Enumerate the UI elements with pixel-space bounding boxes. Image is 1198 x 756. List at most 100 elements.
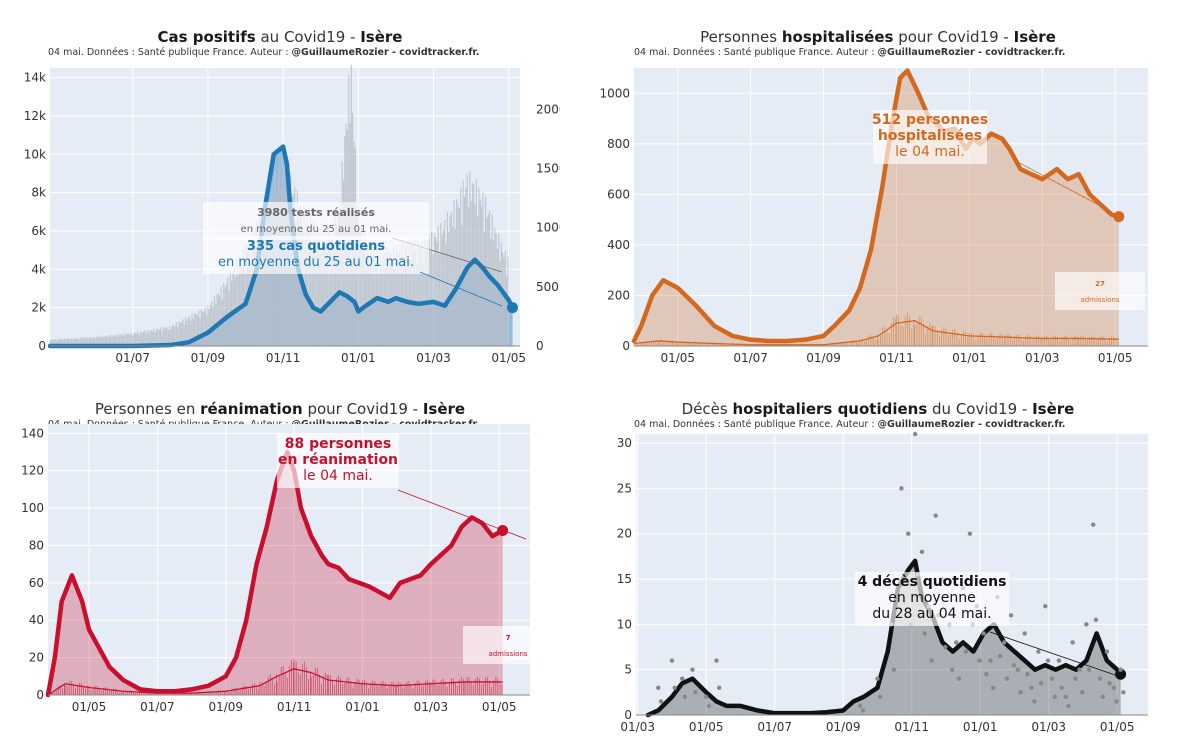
annotation-admissions-bg [1055,272,1145,310]
annotation-rea-line-3: le 04 mai. [303,468,373,484]
y-tick-label: 20 [29,651,44,665]
x-tick-label: 01/09 [806,351,841,365]
x-tick-label: 01/01 [341,351,376,365]
chart-hosp: 0 200 400 600 800 1000 01/05 01/07 01/09 01/11 01/… [599,68,1148,365]
x-tick-label: 01/09 [208,700,243,714]
y-tick-label: 6k [31,224,46,238]
y-tick-label: 60 [29,576,44,590]
death-point [1066,703,1071,709]
death-point [933,513,938,518]
death-point [680,676,685,681]
death-point [1038,681,1044,686]
y-tick-label: 20 [617,527,632,541]
annotation-cases-arrow [419,271,503,307]
death-point [1004,676,1010,681]
y-tick-label: 25 [617,481,632,495]
annotation-deces-arrow [989,631,1119,677]
area-fill [48,452,503,695]
death-point [1011,662,1016,668]
death-point [1059,685,1064,691]
death-point [988,658,993,663]
death-point [1018,690,1023,695]
annotation-rea-line-1: 88 personnes [285,436,392,452]
y-tick-label: 40 [29,613,44,627]
x-tick-label: 01/03 [1025,351,1060,365]
death-point [1086,667,1092,672]
death-point [1036,649,1041,654]
death-point [919,549,925,555]
series-line [645,558,1123,718]
y-tick-label: 0 [624,708,632,722]
death-point [1084,622,1089,627]
y2-tick-label: 0 [536,339,544,353]
y-tick-label: 8k [31,186,46,200]
death-point [1097,676,1103,681]
annotation-admissions-line-2: admissions [1080,296,1119,304]
death-point [669,658,675,663]
annotation-admissions-bg [463,626,553,664]
death-point [1114,699,1119,704]
y-tick-label: 12k [24,109,46,123]
y-tick-label: 0 [38,339,46,353]
chart-deces: 0 5 10 15 20 25 30 01/03 01/05 01/07 01/09 01/11 01/… [617,431,1148,734]
panel-title: Personnes en réanimation pour Covid19 - … [94,400,466,418]
y2-tick-label: 1500 [536,162,560,176]
area-fill [647,560,1121,715]
x-tick-label: 01/07 [115,351,150,365]
death-point [984,672,989,677]
death-point [1049,676,1055,681]
y-tick-label: 1000 [599,86,630,100]
death-point [1015,667,1021,672]
annotation-admissions-line-2: admissions [488,650,527,658]
death-point [860,708,866,713]
last-point-marker [506,302,518,314]
x-tick-label: 01/07 [733,351,768,365]
x-tick-label: 01/03 [620,720,655,734]
admissions-line [47,668,503,696]
annotation-hosp-bg [873,110,987,164]
y-tick-label: 14k [24,71,46,85]
death-point [891,667,897,672]
death-point [717,685,722,691]
y-tick-label: 2k [31,301,46,315]
y-tick-label: 15 [617,572,632,586]
death-point [1100,694,1105,700]
annotation-deces-line-3: du 28 au 04 mai. [872,606,991,622]
annotation-hosp-line-3: le 04 mai. [895,144,965,160]
y2-tick-label: 2000 [536,102,560,116]
death-point [899,486,904,491]
annotation-cases-line-2: en moyenne du 25 au 01 mai. [218,255,414,270]
x-tick-label: 01/01 [345,700,380,714]
y-tick-label: 800 [607,137,630,151]
death-point [956,676,962,681]
death-point [977,658,982,663]
death-point [1121,690,1126,695]
y-tick-label: 0 [36,688,44,702]
y-tick-label: 10k [24,147,46,161]
death-point [1107,681,1112,686]
death-point [981,631,986,636]
death-point [1032,699,1037,704]
annotation-cases-line-1: 335 cas quotidiens [247,239,385,254]
series-line [47,144,515,349]
annotation-admissions-line-1: 7 [506,634,511,642]
death-point [1073,676,1078,681]
death-point [963,649,969,654]
annotation-tests-line-1: 3980 tests réalisés [257,206,375,219]
last-point-marker [1115,668,1127,680]
death-point [1104,649,1110,654]
last-point-marker [497,525,509,537]
death-point [1070,640,1075,645]
death-point [943,644,948,650]
death-point [858,703,863,709]
x-tick-label: 01/01 [963,720,998,734]
death-point [693,690,698,695]
panel-title: Cas positifs au Covid19 - Isère [157,28,403,46]
y-tick-label: 80 [29,538,44,552]
death-point [704,694,709,700]
y-tick-label: 120 [21,464,44,478]
death-point [1118,667,1123,672]
death-point [1045,658,1051,663]
death-point [949,667,955,672]
x-tick-label: 01/05 [689,720,724,734]
